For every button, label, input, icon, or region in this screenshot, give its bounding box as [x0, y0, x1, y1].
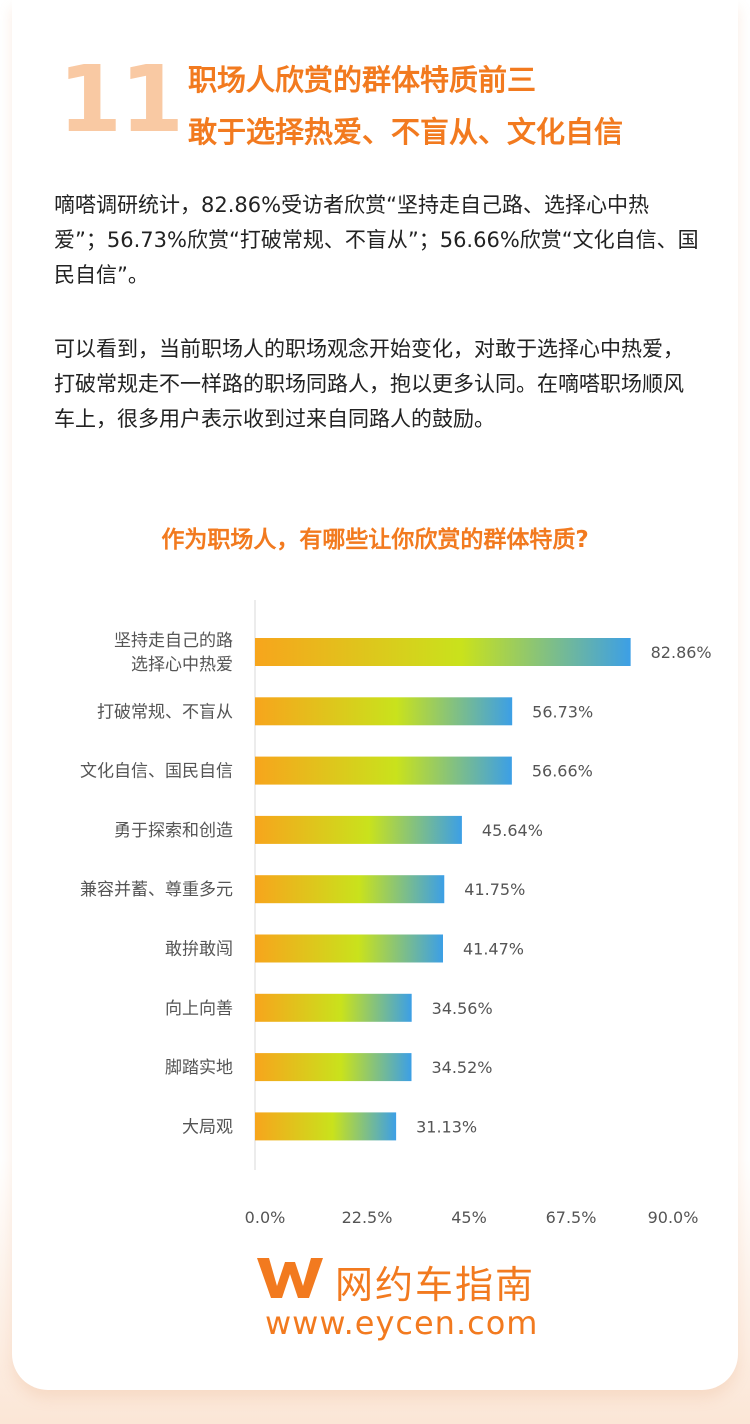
category-label-3: 文化自信、国民自信: [80, 762, 233, 782]
x-tick-label-4: 67.5%: [546, 1208, 597, 1227]
bar-4: [255, 815, 462, 844]
bar-value-label-3: 56.66%: [532, 762, 593, 781]
watermark-url: www.eycen.com: [265, 1304, 539, 1342]
bar-8: [255, 1053, 412, 1082]
bar-value-label-5: 41.75%: [464, 880, 525, 899]
x-tick-label-2: 22.5%: [342, 1208, 393, 1227]
bar-value-label-8: 34.52%: [431, 1058, 492, 1077]
bar-value-label-7: 34.56%: [432, 999, 493, 1018]
bar-value-label-4: 45.64%: [482, 821, 543, 840]
section-number: 11: [58, 46, 184, 153]
category-label-7: 向上向善: [165, 999, 233, 1019]
bar-value-label-2: 56.73%: [532, 702, 593, 721]
watermark-logo-icon: [257, 1258, 323, 1298]
bar-9: [255, 1112, 397, 1141]
bar-3: [255, 756, 512, 785]
bar-value-label-1: 82.86%: [651, 643, 712, 662]
content-card: [12, 0, 738, 1390]
category-label-8: 脚踏实地: [165, 1058, 233, 1078]
chart-title: 作为职场人，有哪些让你欣赏的群体特质?: [161, 527, 589, 553]
category-label-9: 大局观: [182, 1117, 233, 1137]
category-label-4: 勇于探索和创造: [114, 821, 233, 841]
x-tick-label-3: 45%: [451, 1208, 487, 1227]
paragraph-analysis: 可以看到，当前职场人的职场观念开始变化，对敢于选择心中热爱，打破常规走不一样路的…: [54, 337, 684, 431]
watermark-text: 网约车指南: [335, 1263, 536, 1307]
headline-line-2: 敢于选择热爱、不盲从、文化自信: [188, 115, 624, 149]
headline-line-1: 职场人欣赏的群体特质前三: [188, 63, 537, 97]
x-tick-label-1: 0.0%: [245, 1208, 286, 1227]
watermark: 网约车指南 www.eycen.com: [255, 1250, 565, 1346]
bar-value-label-6: 41.47%: [463, 940, 524, 959]
category-label-2: 打破常规、不盲从: [97, 702, 233, 722]
bar-6: [255, 934, 443, 963]
bar-1: [255, 638, 631, 666]
x-tick-label-5: 90.0%: [648, 1208, 699, 1227]
paragraph-stats: 嘀嗒调研统计，82.86%受访者欣赏“坚持走自己路、选择心中热爱”；56.73%…: [54, 193, 699, 287]
category-label-6: 敢拚敢闯: [165, 940, 233, 960]
category-label-1-line-1: 坚持走自己的路: [114, 631, 233, 651]
bar-7: [255, 993, 412, 1022]
bar-5: [255, 875, 445, 904]
category-label-5: 兼容并蓄、尊重多元: [80, 880, 233, 900]
category-label-1-line-2: 选择心中热爱: [131, 655, 233, 675]
bar-2: [255, 697, 513, 726]
bar-value-label-9: 31.13%: [416, 1117, 477, 1136]
